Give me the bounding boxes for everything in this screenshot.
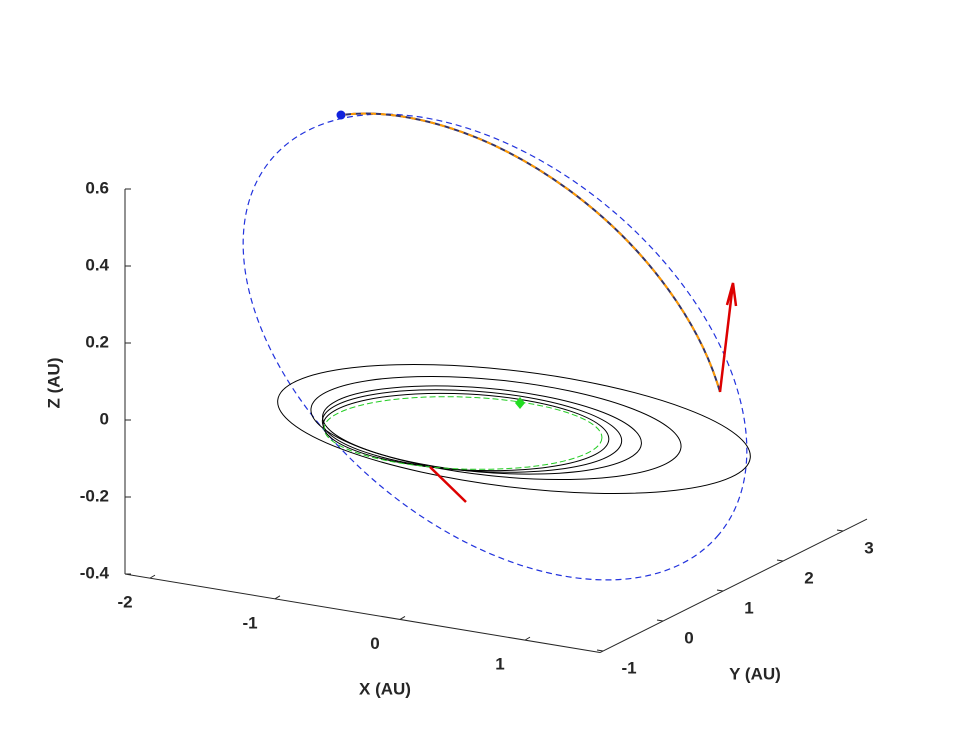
z-tick-label: 0.4 [85,255,109,274]
start-point [336,110,346,120]
y-tick [776,559,784,562]
arc-segment [340,112,721,393]
orbits [242,110,751,581]
spiral-orbit [277,364,751,494]
z-tick-label: 0.6 [85,178,109,197]
x-tick [399,616,406,620]
y-tick [596,649,604,652]
x-tick-label: -2 [117,593,132,612]
y-tick-label: 3 [864,539,873,558]
x-tick [524,636,531,641]
thrust-arrow [718,282,738,393]
y-tick [836,529,844,532]
z-tick-label: 0 [100,409,109,428]
z-tick-label: 0.2 [85,332,109,351]
x-tick-label: -1 [242,613,257,632]
y-tick-label: 1 [744,599,753,618]
x-tick [274,595,281,600]
z-axis-label: Z (AU) [44,358,63,409]
earth-marker [515,397,525,409]
y-tick-label: 0 [684,629,693,648]
axis-line [599,518,868,653]
z-tick-label: -0.4 [80,563,110,582]
spiral-orbit [321,389,623,473]
x-tick-label: 1 [495,655,504,674]
earth-orbit [323,396,603,470]
spiral-orbit [322,392,610,472]
thrust-arrow [429,466,467,503]
x-axis-label: X (AU) [359,679,411,698]
spiral-orbit [310,375,682,481]
y-tick-label: -1 [621,659,636,678]
y-tick [656,619,664,622]
y-tick-label: 2 [804,569,813,588]
axis-line [124,573,601,654]
x-tick-label: 0 [370,634,379,653]
y-axis-label: Y (AU) [729,664,781,683]
y-tick [716,589,724,592]
transfer-orbit [242,113,748,581]
x-tick [149,574,156,579]
z-tick-label: -0.2 [80,486,109,505]
